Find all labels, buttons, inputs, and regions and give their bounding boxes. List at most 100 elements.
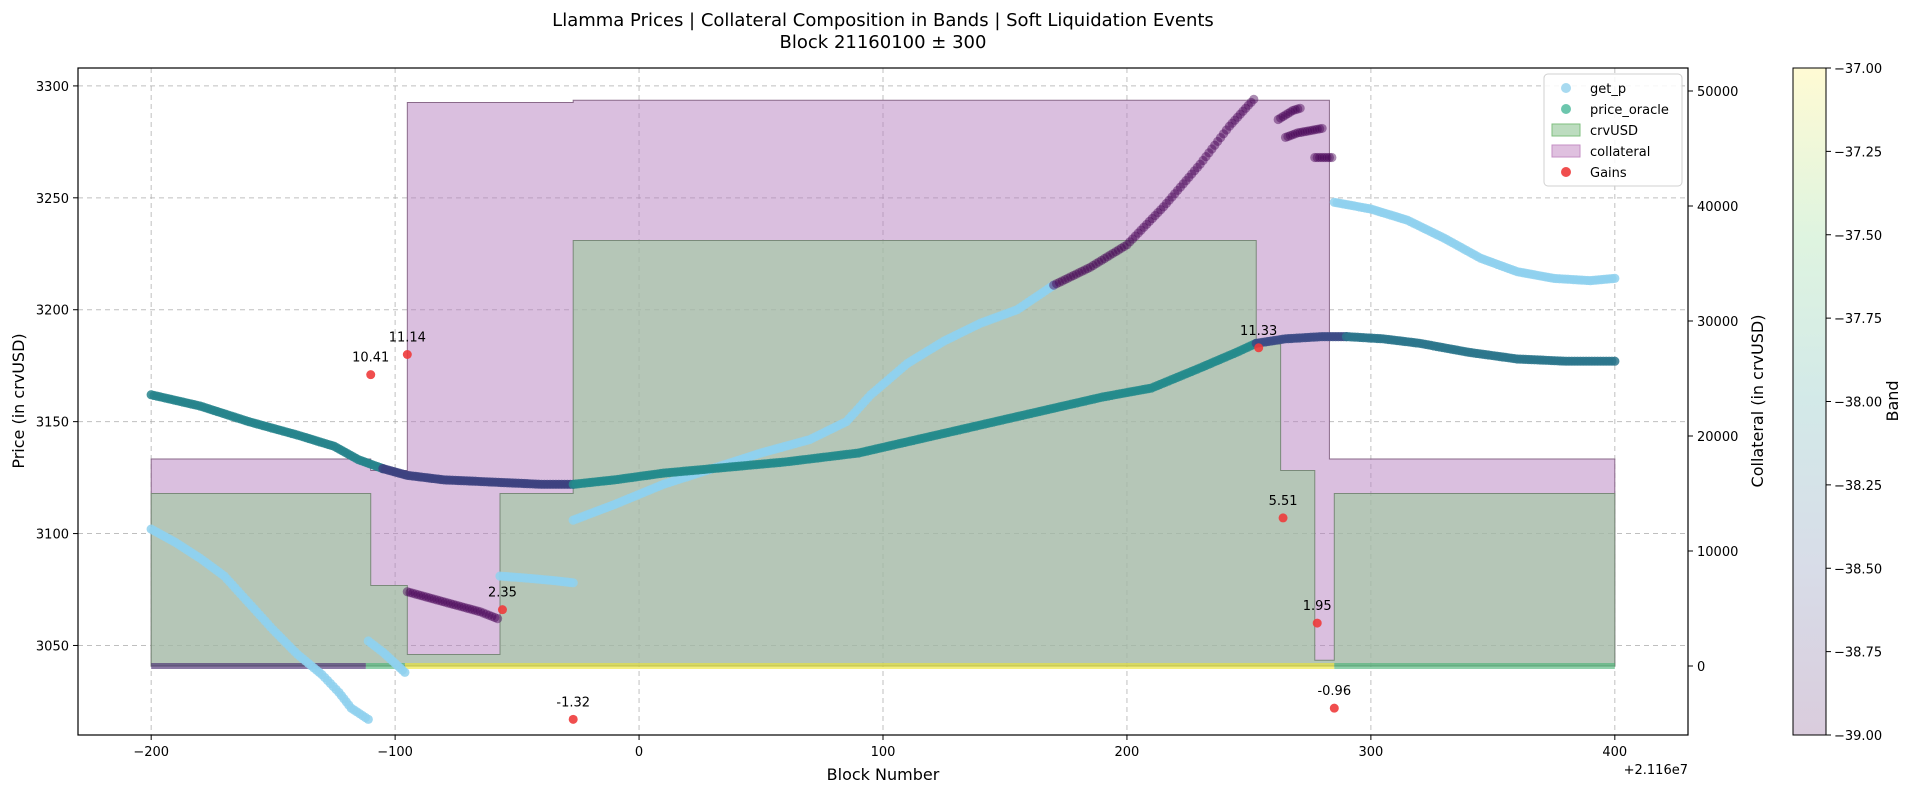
get-p-point bbox=[1150, 210, 1160, 221]
get-p-point bbox=[484, 610, 494, 620]
y-tick-label-5: 3300 bbox=[36, 80, 69, 95]
gain-point-4 bbox=[1254, 343, 1264, 353]
get-p-point bbox=[467, 605, 477, 615]
get-p-point bbox=[1276, 113, 1286, 123]
get-p-point bbox=[1243, 100, 1253, 110]
get-p-point bbox=[451, 600, 461, 610]
get-p-point bbox=[418, 591, 429, 601]
get-p-point bbox=[470, 605, 480, 616]
get-p-point bbox=[1167, 192, 1177, 202]
get-p-point bbox=[1068, 270, 1079, 281]
get-p-point bbox=[1077, 266, 1087, 276]
price-oracle-point bbox=[1610, 356, 1620, 366]
get-p-point bbox=[1091, 259, 1101, 269]
get-p-point bbox=[429, 594, 440, 604]
get-p-point bbox=[1187, 169, 1197, 179]
gain-label-5: 5.51 bbox=[1269, 494, 1298, 509]
x-tick-label-4: 200 bbox=[1115, 745, 1140, 760]
get-p-point bbox=[448, 599, 458, 610]
get-p-point bbox=[421, 592, 431, 602]
x-tick-label-0: −200 bbox=[133, 745, 169, 760]
x-tick-label-3: 100 bbox=[871, 745, 896, 760]
get-p-point bbox=[1322, 152, 1332, 163]
colorbar-tick-label-4: −38.00 bbox=[1834, 396, 1882, 411]
get-p-point bbox=[1173, 185, 1183, 196]
get-p-point bbox=[1327, 152, 1337, 163]
get-p-point bbox=[1319, 152, 1330, 163]
y-tick-label-0: 3050 bbox=[36, 639, 69, 654]
legend-label-2: crvUSD bbox=[1590, 124, 1638, 139]
get-p-point bbox=[1161, 198, 1171, 209]
get-p-point bbox=[1175, 182, 1186, 192]
get-p-point bbox=[459, 602, 469, 613]
get-p-point bbox=[1192, 162, 1202, 173]
legend: get_p price_oracle crvUSD collateral Gains bbox=[1543, 73, 1683, 187]
get-p-point bbox=[1315, 124, 1325, 134]
get-p-point bbox=[1085, 262, 1095, 272]
gain-label-2: 2.35 bbox=[488, 586, 517, 601]
legend-swatch-0 bbox=[1561, 83, 1571, 93]
get-p-point bbox=[1207, 144, 1217, 154]
get-p-point bbox=[437, 596, 448, 607]
colorbar-gradient bbox=[1793, 68, 1826, 735]
get-p-point bbox=[1204, 148, 1214, 158]
get-p-point bbox=[1054, 277, 1064, 287]
get-p-point bbox=[490, 612, 500, 623]
get-p-point bbox=[1119, 241, 1129, 252]
get-p-point bbox=[462, 603, 472, 613]
x-tick-label-5: 300 bbox=[1358, 745, 1383, 760]
get-p-point bbox=[427, 593, 437, 604]
get-p-point bbox=[1283, 108, 1293, 119]
get-p-point bbox=[1094, 257, 1104, 267]
colorbar-label: Band bbox=[1883, 380, 1902, 421]
gain-label-6: 1.95 bbox=[1303, 599, 1332, 614]
get-p-point bbox=[1213, 136, 1223, 147]
get-p-point bbox=[1170, 189, 1180, 199]
get-p-point bbox=[487, 611, 497, 621]
get-p-point bbox=[1297, 127, 1308, 137]
y-tick-label-2: 3150 bbox=[36, 416, 69, 431]
get-p-point bbox=[410, 589, 421, 599]
get-p-point bbox=[1610, 273, 1620, 283]
get-p-point bbox=[1139, 222, 1149, 232]
get-p-point bbox=[1125, 237, 1135, 247]
get-p-point bbox=[1130, 231, 1140, 241]
y-right-tick-label-3: 30000 bbox=[1697, 315, 1738, 330]
get-p-point bbox=[1230, 115, 1240, 125]
get-p-point bbox=[1122, 240, 1132, 250]
get-p-point bbox=[1302, 126, 1313, 136]
get-p-point bbox=[1285, 130, 1295, 141]
get-p-point bbox=[1144, 216, 1155, 227]
get-p-point bbox=[456, 602, 467, 612]
get-p-point bbox=[473, 606, 483, 616]
get-p-point bbox=[1102, 252, 1112, 262]
get-p-point bbox=[1158, 202, 1169, 212]
colorbar-ticks: −37.00 −37.25 −37.50 −37.75 −38.00 −38.25 −38.… bbox=[1826, 62, 1882, 744]
get-p-point bbox=[1189, 166, 1200, 176]
get-p-point bbox=[1290, 105, 1300, 115]
legend-label-1: price_oracle bbox=[1590, 103, 1669, 118]
legend-swatch-4 bbox=[1561, 167, 1571, 177]
get-p-point bbox=[1310, 152, 1320, 163]
y-right-tick-label-4: 40000 bbox=[1697, 200, 1738, 215]
get-p-point bbox=[1295, 103, 1305, 113]
gain-point-7 bbox=[1329, 703, 1339, 713]
y-axis-ticks: 3050 3100 3150 3200 3250 3300 bbox=[36, 80, 78, 654]
get-p-point bbox=[454, 601, 464, 611]
x-axis-ticks: −200 −100 0 100 200 300 400 bbox=[133, 735, 1627, 760]
get-p-point bbox=[1288, 130, 1298, 140]
crvusd-area bbox=[150, 240, 1616, 667]
gain-point-5 bbox=[1278, 513, 1288, 523]
get-p-point bbox=[1153, 208, 1163, 218]
x-tick-label-2: 0 bbox=[635, 745, 643, 760]
get-p-point bbox=[1317, 123, 1327, 134]
get-p-point bbox=[1221, 125, 1232, 135]
get-p-point bbox=[1324, 152, 1335, 163]
get-p-point bbox=[1099, 253, 1110, 264]
get-p-point bbox=[1278, 111, 1288, 122]
y-right-axis-label: Collateral (in crvUSD) bbox=[1748, 315, 1767, 488]
legend-label-3: collateral bbox=[1590, 145, 1650, 160]
gain-label-0: 10.41 bbox=[352, 351, 389, 366]
colorbar-tick-label-5: −38.25 bbox=[1834, 479, 1882, 494]
legend-swatch-3 bbox=[1551, 144, 1581, 158]
